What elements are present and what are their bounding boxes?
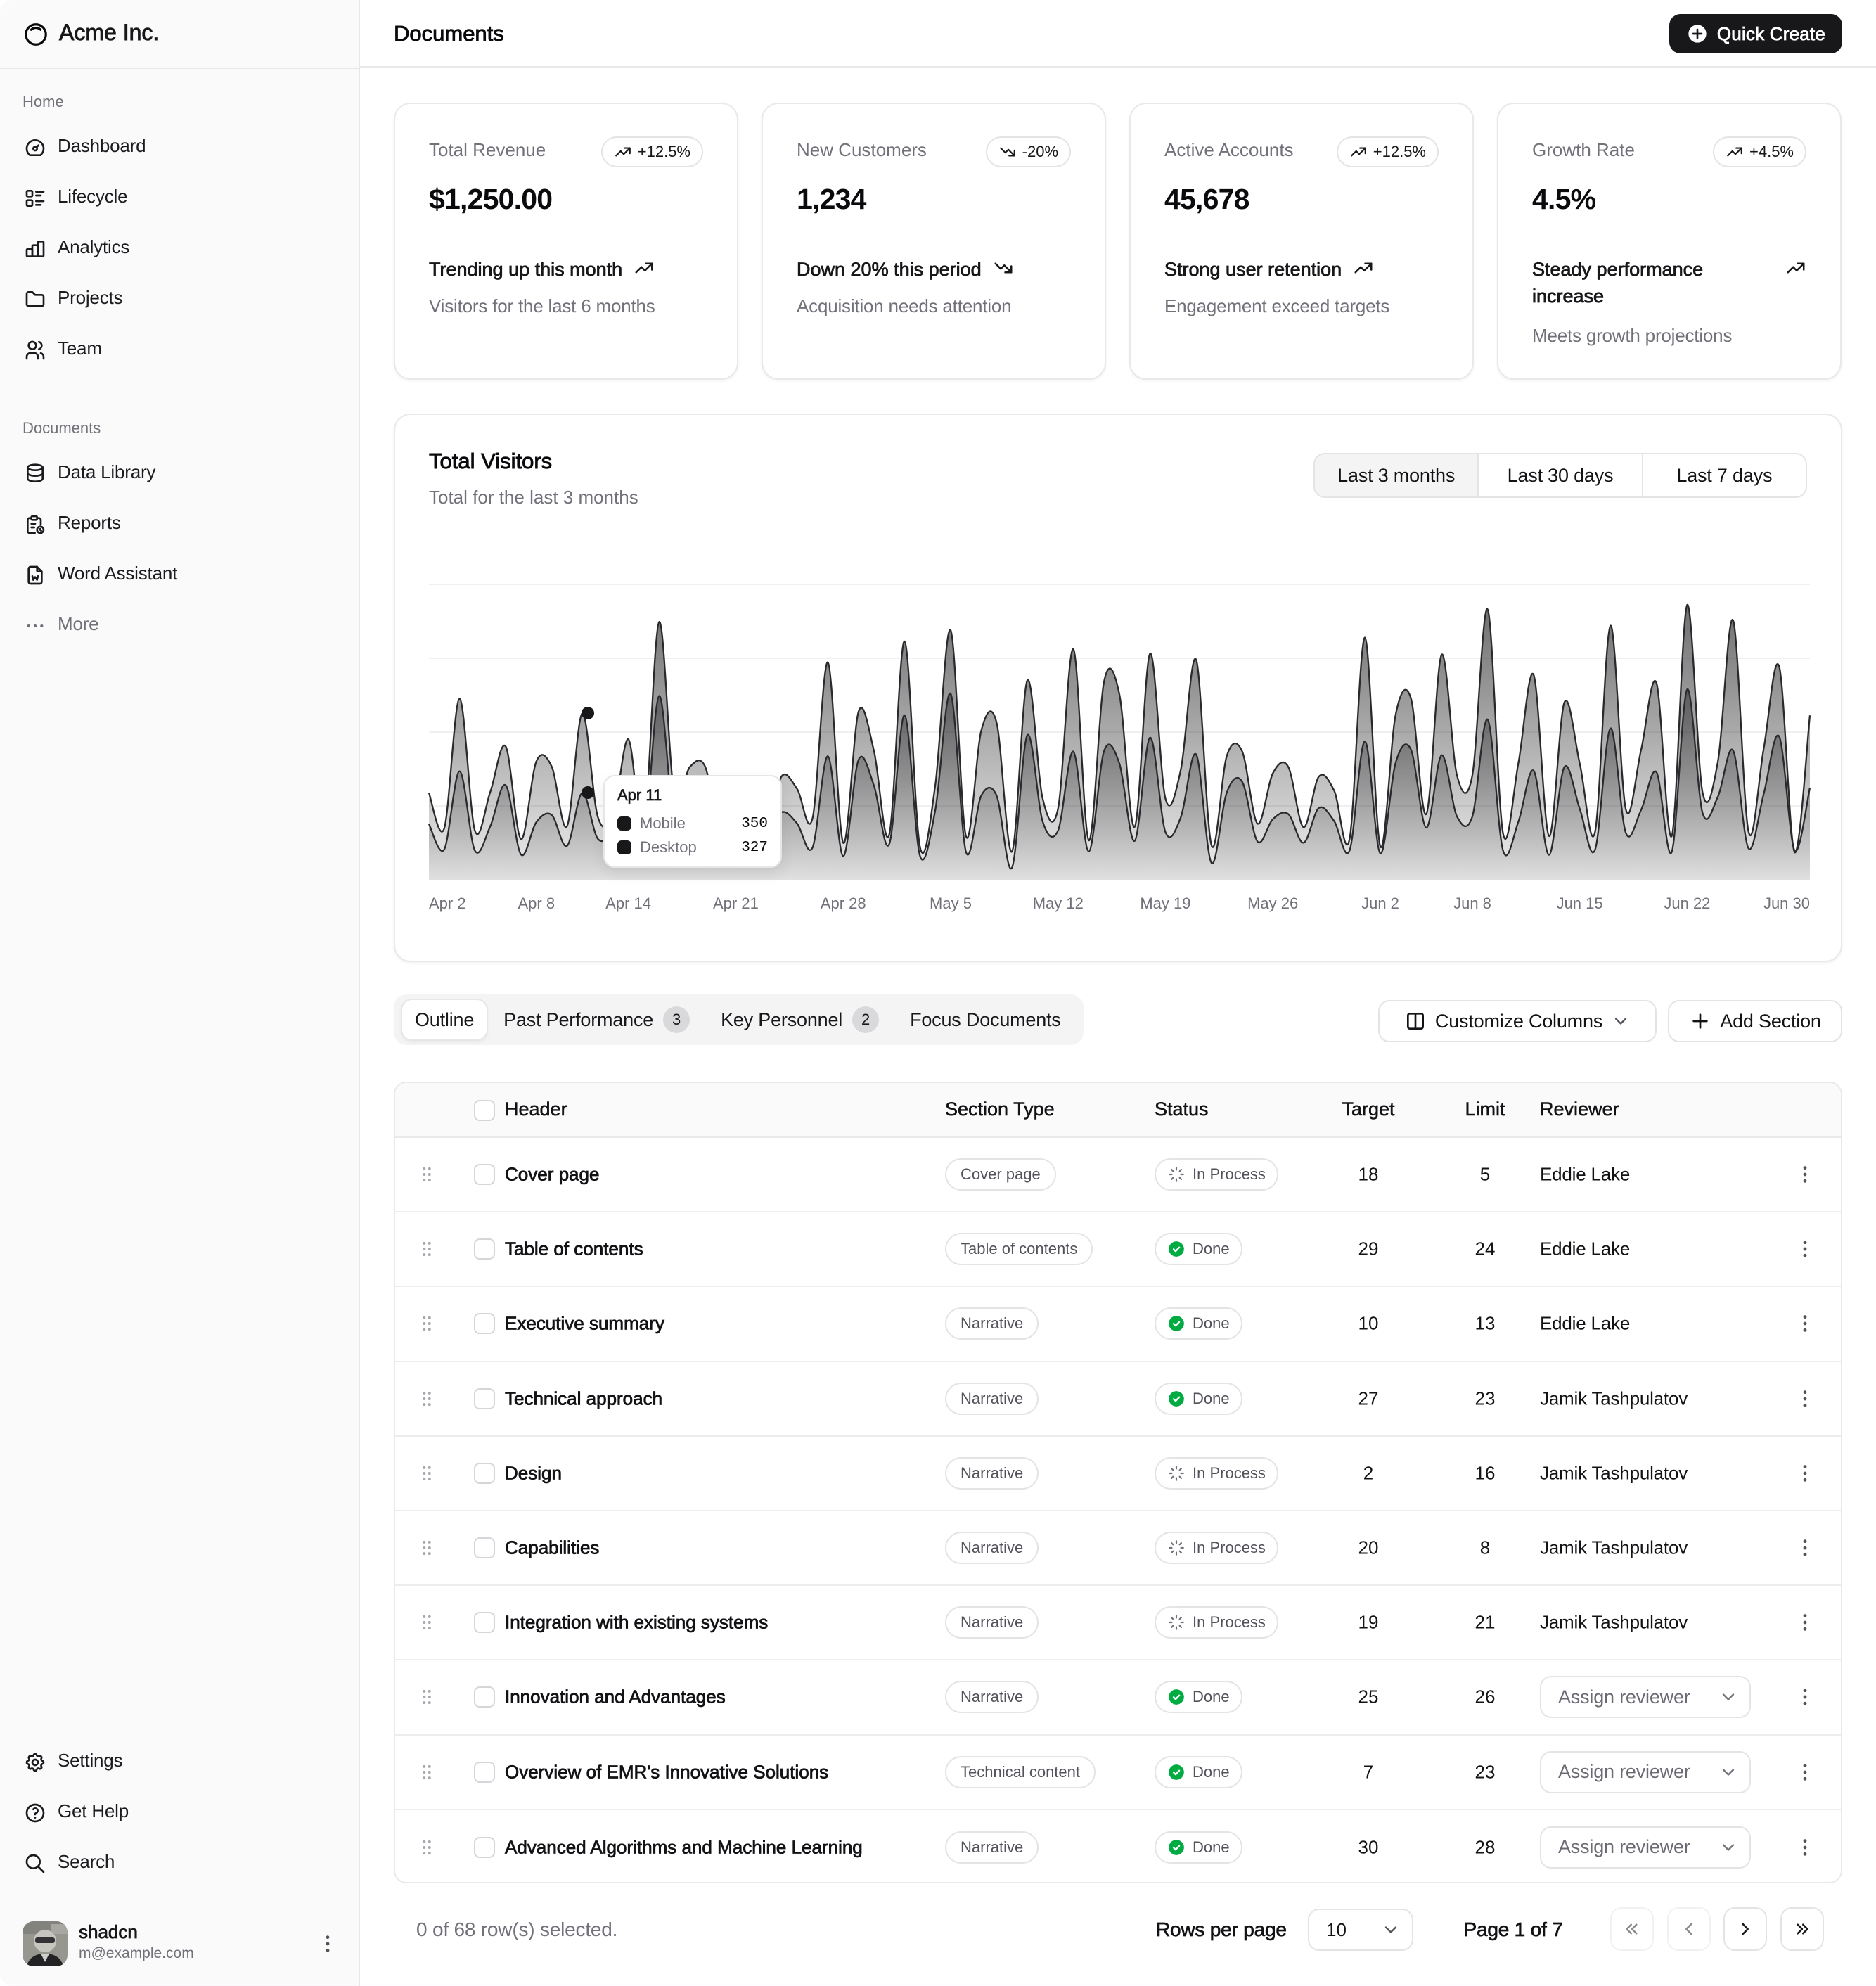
svg-text:May 26: May 26 <box>1247 895 1298 912</box>
svg-text:Apr 21: Apr 21 <box>713 895 759 912</box>
svg-text:May 5: May 5 <box>930 895 972 912</box>
svg-text:Jun 22: Jun 22 <box>1664 895 1710 912</box>
svg-text:Jun 2: Jun 2 <box>1361 895 1399 912</box>
svg-text:Jun 15: Jun 15 <box>1557 895 1603 912</box>
svg-text:May 19: May 19 <box>1140 895 1190 912</box>
svg-text:Apr 28: Apr 28 <box>821 895 866 912</box>
svg-text:Apr 2: Apr 2 <box>429 895 466 912</box>
svg-text:Jun 30: Jun 30 <box>1763 895 1810 912</box>
svg-text:Apr 14: Apr 14 <box>605 895 651 912</box>
svg-text:Apr 8: Apr 8 <box>518 895 555 912</box>
svg-text:Jun 8: Jun 8 <box>1453 895 1491 912</box>
svg-text:May 12: May 12 <box>1033 895 1084 912</box>
